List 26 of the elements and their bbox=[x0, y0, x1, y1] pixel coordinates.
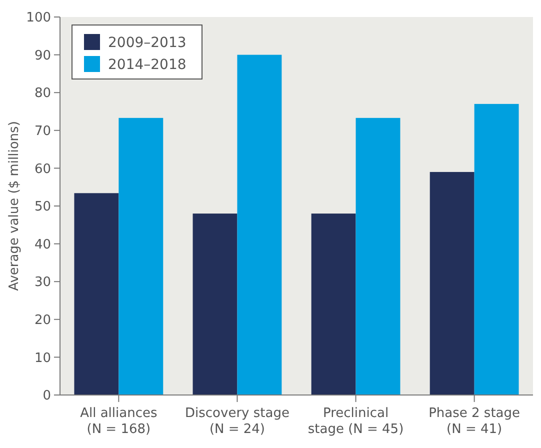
y-tick-label: 50 bbox=[34, 200, 51, 215]
y-tick-label: 80 bbox=[34, 86, 51, 102]
y-tick-label: 0 bbox=[42, 388, 51, 404]
y-tick-label: 70 bbox=[34, 124, 51, 139]
x-tick-label: Preclinical stage (N = 45) bbox=[308, 406, 404, 437]
x-tick-label: Phase 2 stage (N = 41) bbox=[428, 406, 520, 437]
bar bbox=[192, 214, 238, 395]
bar bbox=[118, 118, 164, 395]
y-tick-label: 90 bbox=[34, 48, 51, 64]
bar bbox=[356, 118, 400, 395]
y-tick-label: 10 bbox=[34, 350, 51, 366]
x-tick-label: All alliances (N = 168) bbox=[80, 406, 158, 437]
legend-label: 2014–2018 bbox=[108, 56, 186, 73]
y-tick-label: 20 bbox=[34, 312, 51, 328]
y-tick-label: 30 bbox=[34, 275, 51, 290]
bar bbox=[311, 214, 356, 395]
bar bbox=[430, 172, 474, 395]
y-tick-label: 40 bbox=[34, 237, 51, 252]
x-tick-label: Discovery stage (N = 24) bbox=[185, 406, 290, 437]
legend-label: 2009–2013 bbox=[108, 34, 186, 51]
y-tick-label: 100 bbox=[26, 10, 51, 26]
y-axis-title: Average value ($ millions) bbox=[7, 121, 22, 291]
bar bbox=[474, 104, 519, 395]
bar bbox=[237, 54, 282, 395]
bar bbox=[74, 193, 119, 395]
y-tick-label: 60 bbox=[34, 162, 51, 177]
